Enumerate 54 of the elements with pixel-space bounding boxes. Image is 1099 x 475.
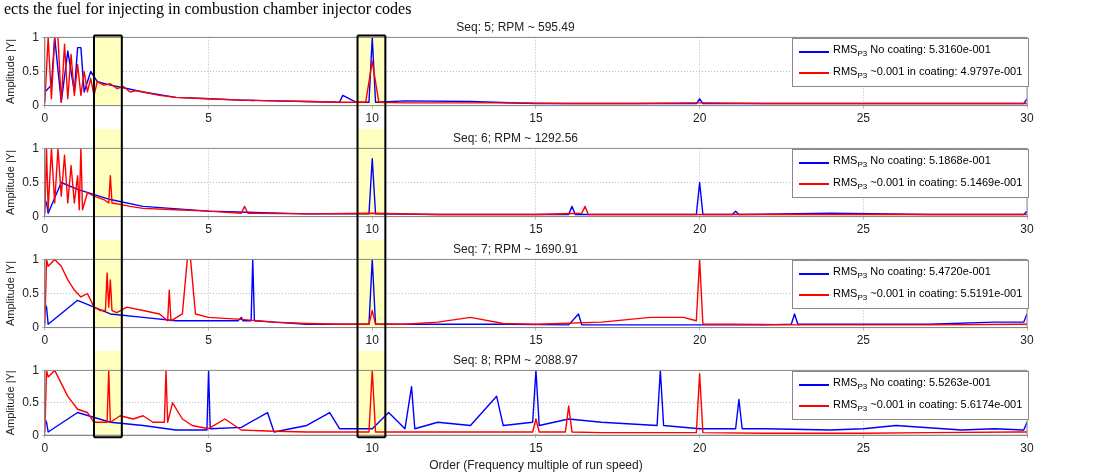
x-tick-label: 10 bbox=[365, 440, 380, 455]
chart-title: Seq: 5; RPM ~ 595.49 bbox=[456, 19, 576, 34]
x-tick-label: 5 bbox=[205, 333, 213, 348]
legend-label: RMS$_{P3}$ ~0.001 in coating: 4.9797e-001 bbox=[833, 63, 1023, 82]
x-tick-label: 10 bbox=[365, 333, 380, 348]
y-tick-label: 0 bbox=[32, 97, 40, 112]
legend-label: RMS$_{P3}$ No coating: 5.4720e-001 bbox=[833, 264, 991, 283]
legend-label: RMS$_{P3}$ ~0.001 in coating: 5.1469e-001 bbox=[833, 174, 1023, 193]
legend-label: RMS$_{P3}$ No coating: 5.3160e-001 bbox=[833, 42, 991, 61]
y-tick-label: 1 bbox=[32, 140, 40, 155]
y-tick-label: 0.5 bbox=[22, 395, 40, 410]
x-tick-label: 5 bbox=[205, 222, 213, 237]
y-tick-label: 0 bbox=[32, 427, 40, 442]
y-tick-label: 0.5 bbox=[22, 174, 40, 189]
chart-title: Seq: 8; RPM ~ 2088.97 bbox=[452, 352, 579, 367]
x-tick-label: 20 bbox=[692, 440, 707, 455]
x-tick-label: 25 bbox=[856, 440, 871, 455]
legend-label: RMS$_{P3}$ No coating: 5.5263e-001 bbox=[833, 375, 991, 394]
x-tick-label: 15 bbox=[529, 440, 543, 455]
y-tick-label: 0 bbox=[32, 319, 40, 334]
y-axis-title: Amplitude |Y| bbox=[3, 370, 16, 436]
x-tick-label: 30 bbox=[1020, 333, 1034, 348]
y-tick-label: 1 bbox=[32, 362, 40, 377]
x-tick-label: 20 bbox=[692, 333, 707, 348]
x-tick-label: 10 bbox=[365, 222, 380, 237]
x-tick-label: 25 bbox=[856, 222, 871, 237]
x-tick-label: 30 bbox=[1020, 440, 1034, 455]
legend-label: RMS$_{P3}$ ~0.001 in coating: 5.6174e-001 bbox=[833, 396, 1023, 415]
y-tick-label: 1 bbox=[32, 29, 40, 44]
chart-title: Seq: 6; RPM ~ 1292.56 bbox=[452, 130, 579, 145]
x-tick-label: 5 bbox=[205, 111, 213, 126]
chart-title: Seq: 7; RPM ~ 1690.91 bbox=[452, 241, 579, 256]
y-axis-title: Amplitude |Y| bbox=[3, 149, 16, 216]
x-tick-label: 10 bbox=[365, 111, 380, 126]
x-tick-label: 25 bbox=[856, 111, 871, 126]
legend-label: RMS$_{P3}$ No coating: 5.1868e-001 bbox=[833, 153, 991, 172]
y-tick-label: 0.5 bbox=[22, 285, 40, 300]
legend-label: RMS$_{P3}$ ~0.001 in coating: 5.5191e-001 bbox=[833, 285, 1023, 304]
x-axis-title: Order (Frequency multiple of run speed) bbox=[429, 458, 643, 473]
x-tick-label: 15 bbox=[529, 111, 543, 126]
x-tick-label: 20 bbox=[692, 222, 707, 237]
x-tick-label: 25 bbox=[856, 333, 871, 348]
y-tick-label: 0 bbox=[32, 208, 40, 223]
x-tick-label: 5 bbox=[205, 440, 213, 455]
x-tick-label: 20 bbox=[692, 111, 707, 126]
y-axis-title: Amplitude |Y| bbox=[3, 260, 16, 327]
x-tick-label: 15 bbox=[529, 333, 543, 348]
x-tick-label: 30 bbox=[1020, 222, 1034, 237]
x-tick-label: 15 bbox=[529, 222, 543, 237]
y-axis-title: Amplitude |Y| bbox=[3, 38, 16, 105]
y-tick-label: 1 bbox=[32, 251, 40, 266]
x-tick-label: 30 bbox=[1020, 111, 1034, 126]
text: ects the fuel for injecting in combustion chamber injector codes bbox=[3, 0, 413, 18]
y-tick-label: 0.5 bbox=[22, 63, 40, 78]
